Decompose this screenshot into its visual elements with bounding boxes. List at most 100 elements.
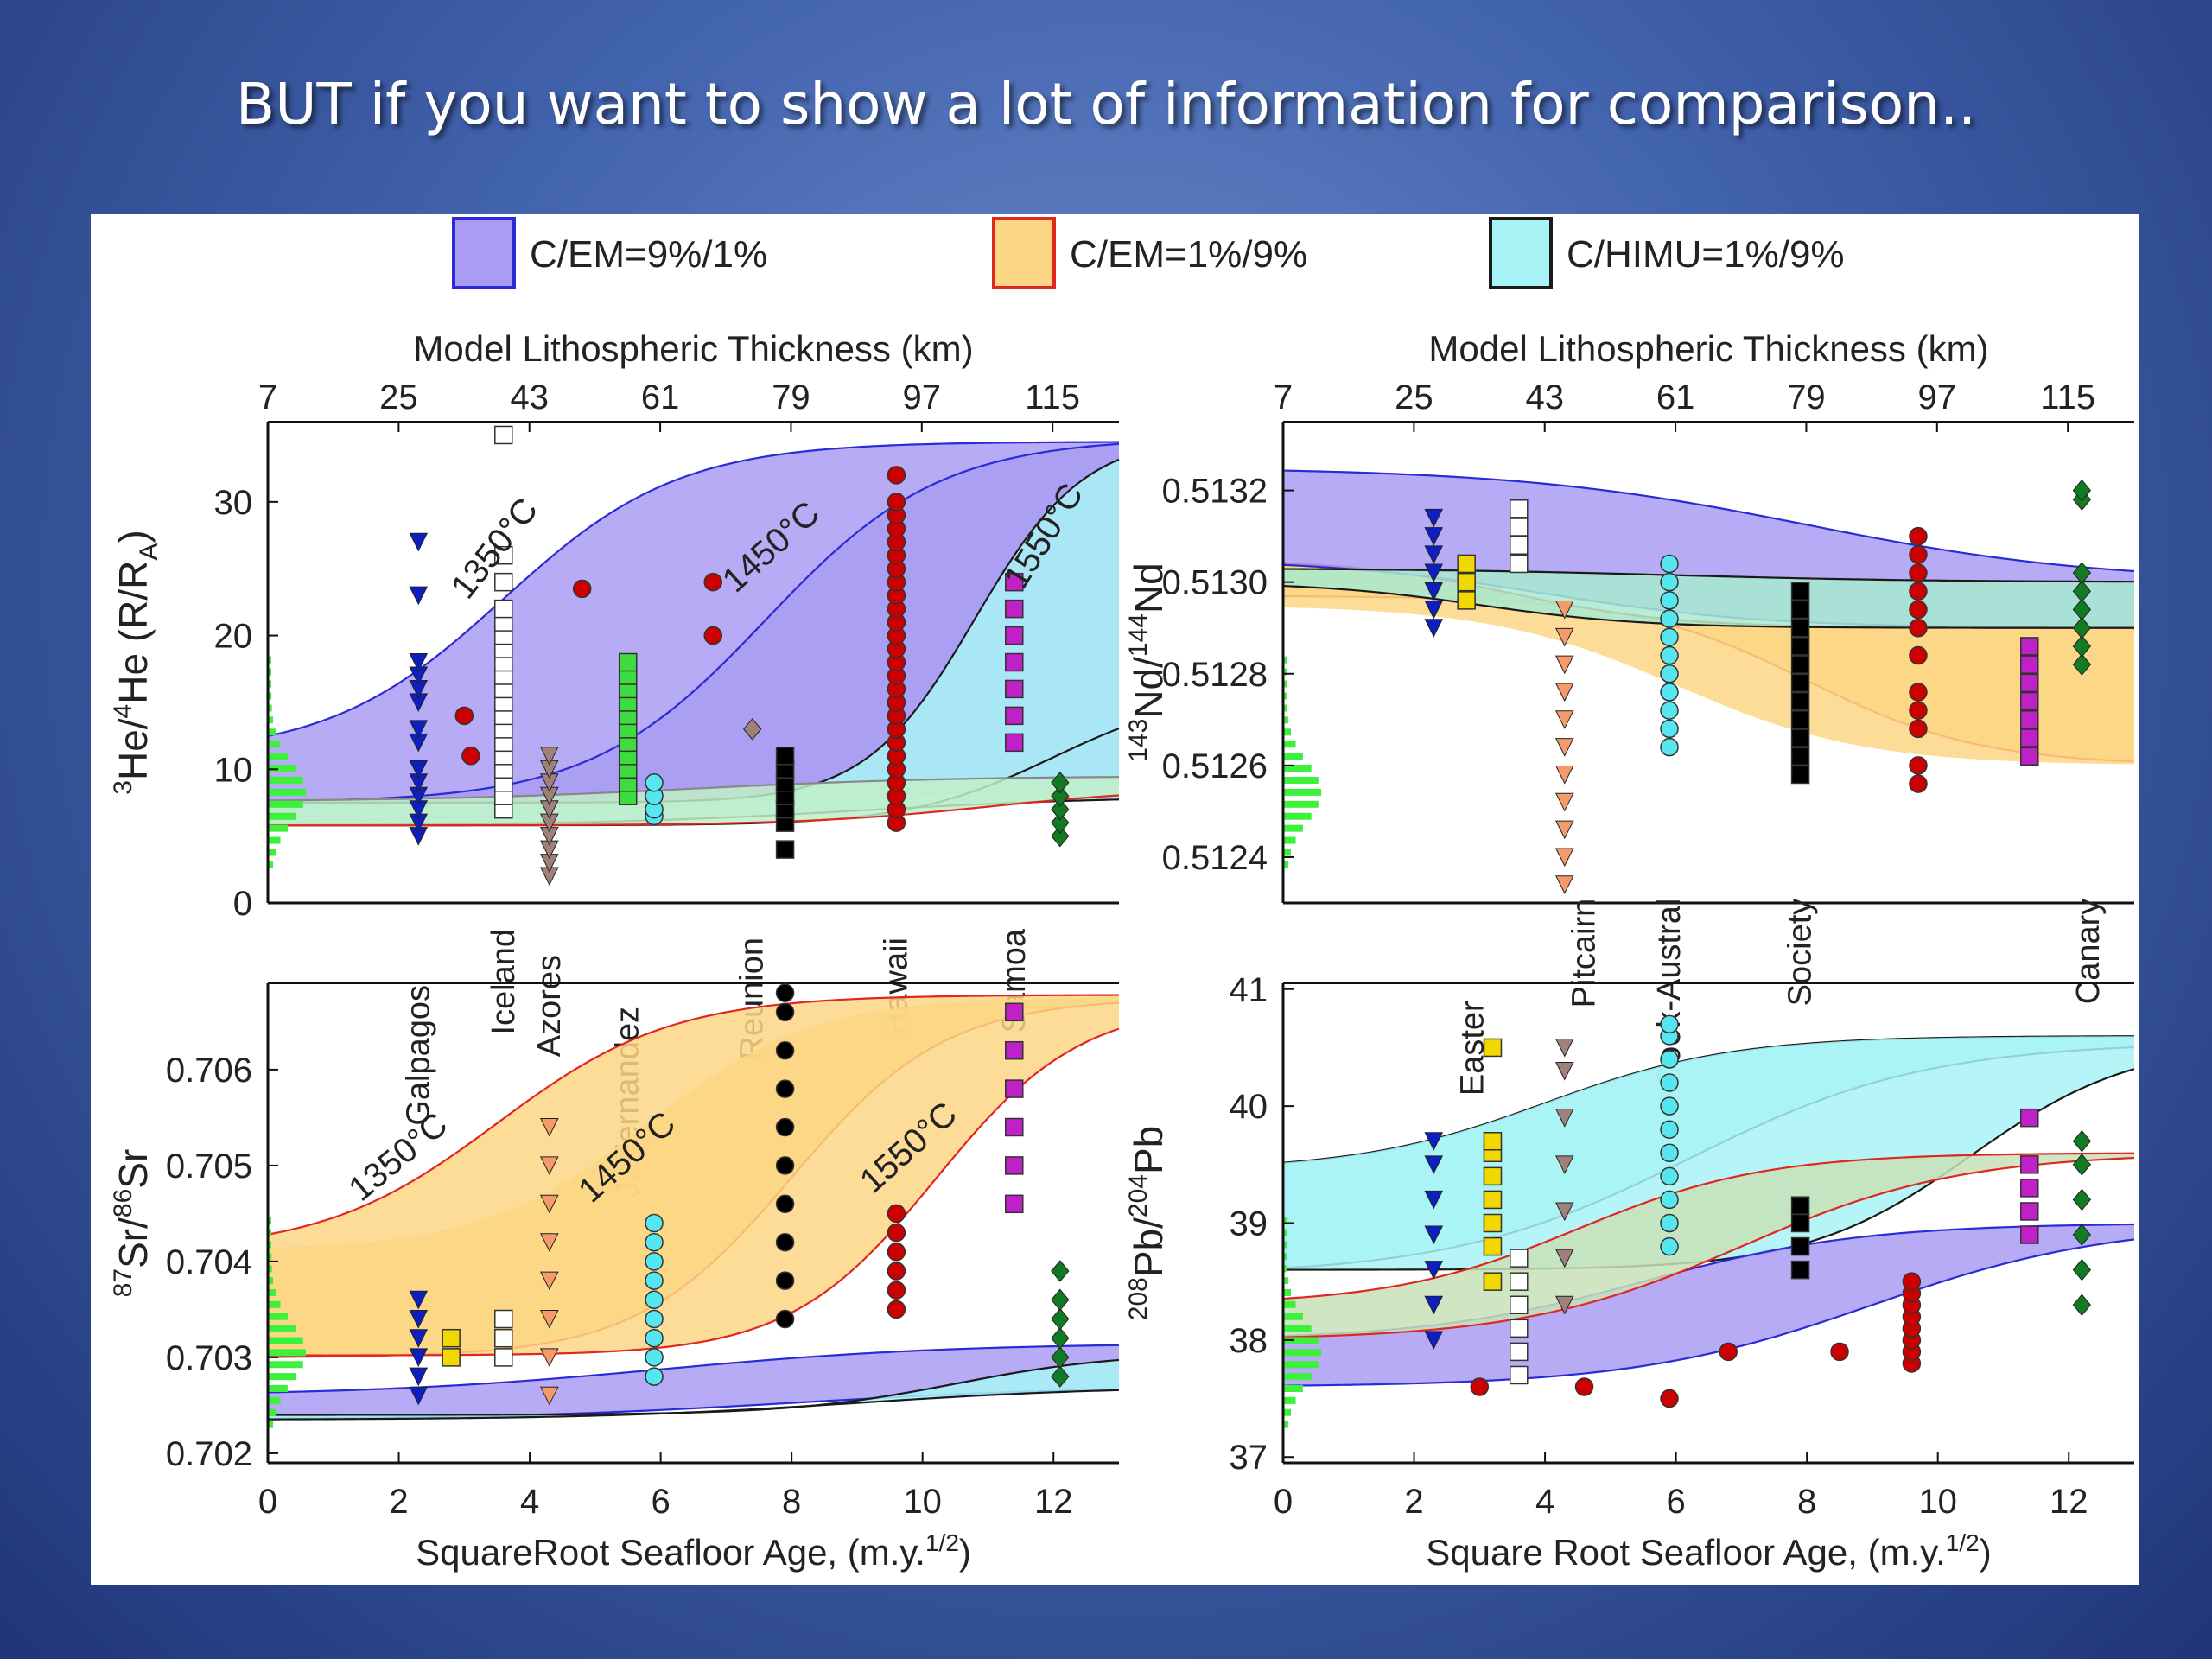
point-hawaii [1909, 719, 1928, 739]
point-easter [1483, 1131, 1503, 1151]
point-reunion [775, 1002, 795, 1022]
point-cook-austral [1660, 664, 1679, 683]
himu-band-upper-line [1282, 568, 2135, 583]
point-cook-austral [1660, 1014, 1679, 1034]
point-pitcairn [1554, 1062, 1574, 1081]
histogram-bar [268, 1217, 272, 1224]
point-iceland [1510, 554, 1529, 574]
point-pitcairn [1554, 683, 1574, 702]
point-hawaii [1909, 774, 1928, 793]
histogram-bar [268, 861, 273, 868]
point-reunion-diamond [743, 718, 762, 741]
point-galpagos [1424, 1132, 1444, 1151]
point-galpagos [1424, 1155, 1444, 1174]
histogram-bar [1283, 656, 1287, 664]
point-canary [2072, 562, 2092, 584]
point-pitcairn [1554, 765, 1574, 785]
point-samoa [1005, 679, 1024, 699]
em1-band-lower-line [1282, 1238, 2135, 1387]
histogram-bar [268, 1325, 296, 1332]
histogram-bar [1283, 728, 1291, 736]
point-hawaii-outliers [461, 747, 480, 766]
histogram-bar [1283, 704, 1287, 712]
x-tick-label: 2 [389, 1483, 408, 1521]
histogram-bar [268, 692, 272, 700]
histogram-bar [268, 788, 306, 796]
point-society [1790, 747, 1810, 766]
point-canary [1051, 1288, 1070, 1312]
point-galpagos [1424, 1261, 1444, 1280]
point-canary [2072, 598, 2092, 621]
y-tick-label: 38 [1230, 1322, 1268, 1360]
histogram-bar [268, 741, 281, 748]
point-cook-austral [1660, 1050, 1679, 1069]
himu-band-fill [268, 1359, 1119, 1420]
y-axis-label: 143Nd/144Nd [1124, 563, 1171, 762]
y-tick-label: 40 [1230, 1088, 1268, 1126]
point-samoa [2020, 655, 2039, 674]
point-hawaii [1909, 545, 1928, 564]
point-reunion [775, 840, 795, 859]
point-galpagos [1424, 1295, 1444, 1315]
point-canary [2072, 1294, 2092, 1317]
point-hawaii [1909, 618, 1928, 638]
y-tick-label: 39 [1230, 1205, 1268, 1243]
figure-panel: C/EM=9%/1% C/EM=1%/9% C/HIMU=1%/9% 0 10 20 30 M… [91, 214, 2139, 1585]
histogram-bar [268, 1229, 272, 1236]
point-cook-austral [1660, 609, 1679, 628]
point-easter [1483, 1038, 1503, 1058]
point-canary [2072, 1258, 2092, 1281]
histogram-bar [268, 1300, 281, 1308]
x-tick-label: 4 [520, 1483, 539, 1521]
point-hawaii-outliers [1574, 1377, 1594, 1396]
point-azores [539, 1386, 559, 1406]
histogram-bar [1283, 1349, 1321, 1357]
point-samoa [1005, 1117, 1024, 1137]
em9-band-fill [1283, 1153, 2134, 1338]
histogram-bar [1283, 788, 1321, 796]
point-hawaii [887, 1262, 906, 1281]
point-galpagos [1424, 527, 1444, 546]
histogram-bar [268, 716, 273, 724]
y-axis-label: 3He/4He (R/RA) [109, 530, 163, 794]
point-iceland [494, 1309, 513, 1329]
point-reunion [775, 1079, 795, 1098]
y-tick-label: 20 [214, 618, 253, 656]
point-society [1790, 637, 1810, 656]
point-easter [1483, 1236, 1503, 1256]
hotspot-label: Society [1783, 899, 1819, 1007]
point-samoa [1005, 572, 1024, 592]
point-iceland [494, 1348, 513, 1367]
point-cook-austral [1660, 1143, 1679, 1163]
histogram-bar [268, 1313, 288, 1320]
point-samoa [2020, 1179, 2039, 1198]
top-tick-label: 25 [379, 378, 418, 416]
point-galpagos [1424, 563, 1444, 583]
em9-band-lower-line [1282, 1156, 2135, 1338]
point-society [1790, 600, 1810, 620]
point-azores [539, 1233, 559, 1252]
point-canary [2072, 1188, 2092, 1211]
em9-band-2-lower-line [267, 1027, 1120, 1357]
point-galpagos [409, 1329, 429, 1348]
point-iceland [1510, 1365, 1529, 1385]
point-canary [1051, 1260, 1070, 1282]
histogram-bar [1283, 692, 1287, 700]
point-reunion [775, 1040, 795, 1060]
point-cook-austral [1660, 701, 1679, 720]
x-tick-label: 12 [2050, 1483, 2088, 1521]
y-tick-label: 0.705 [166, 1147, 252, 1185]
point-samoa [1005, 652, 1024, 672]
point-pitcairn [1554, 627, 1574, 647]
point-cook-austral [1660, 572, 1679, 592]
himu-band-2-fill [1283, 1036, 2134, 1270]
histogram-bar [268, 1241, 272, 1249]
point-society [1790, 1213, 1810, 1233]
histogram-bar [268, 1337, 303, 1344]
point-reunion [775, 1309, 795, 1329]
point-hawaii-outliers [454, 706, 474, 726]
point-samoa [1005, 1002, 1024, 1022]
point-canary [2072, 1129, 2092, 1153]
histogram-bar [1283, 668, 1287, 676]
point-hawaii [887, 1243, 906, 1262]
